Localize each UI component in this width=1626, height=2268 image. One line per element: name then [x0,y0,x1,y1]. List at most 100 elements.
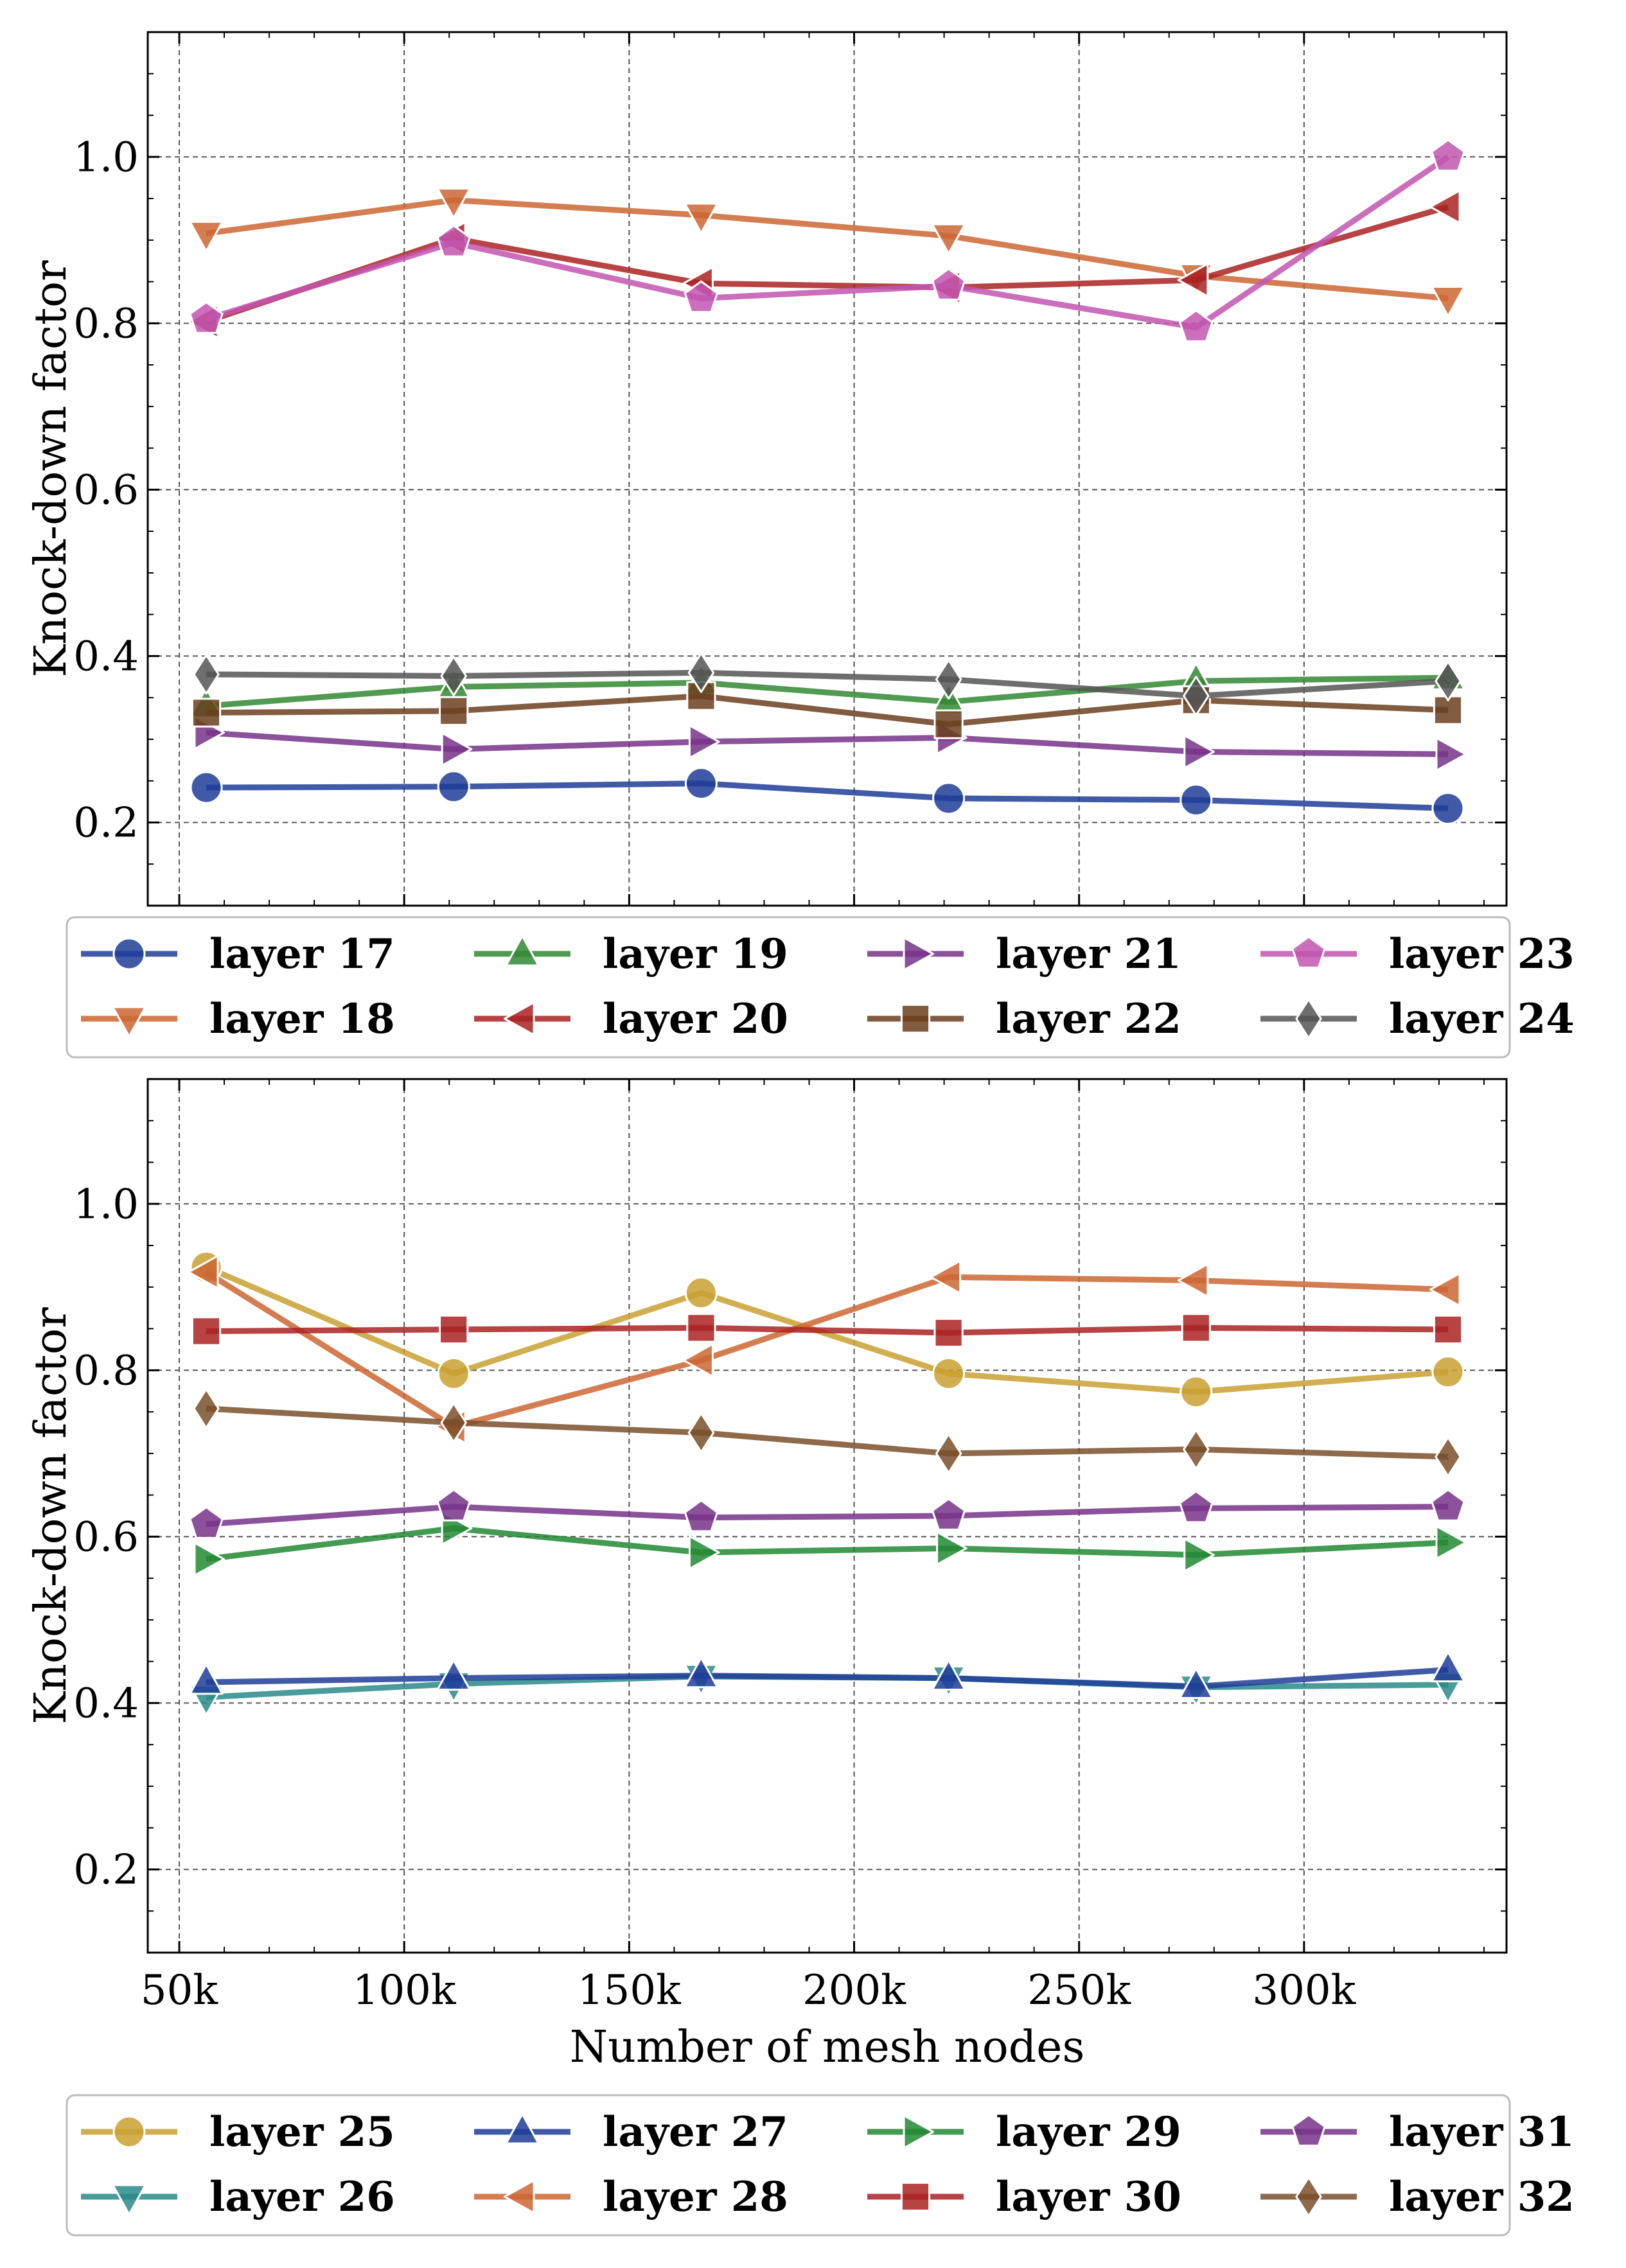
y-tick-label: 0.8 [73,300,139,347]
data-point [441,732,473,767]
data-point [1435,1436,1462,1477]
legend-entry: layer 25 [81,2108,395,2156]
data-point [189,220,224,252]
data-point [687,1412,715,1453]
data-point [935,659,962,700]
data-point [684,202,719,234]
x-tick-label: 250k [1027,1967,1131,2014]
data-point [682,1343,714,1378]
legend-label: layer 20 [603,995,788,1043]
data-point [1183,734,1215,769]
data-point [684,1657,719,1689]
series-layer-29 [193,1511,1467,1577]
legend-label: layer 32 [1389,2173,1575,2221]
data-point [1431,1488,1465,1522]
data-point [1177,263,1209,297]
legend-label: layer 30 [996,2173,1181,2221]
legend-marker [505,935,540,967]
x-tick-label: 50k [141,1967,218,2014]
series-line [206,669,1449,699]
legend-label: layer 17 [209,930,395,978]
data-point [1435,737,1467,771]
series-line [205,204,1449,324]
y-tick-label: 0.4 [73,1680,139,1727]
y-axis-label: Knock-down factor [26,1307,76,1725]
legend-marker [900,2181,931,2212]
series-line [206,780,1449,811]
legend-marker [112,937,146,971]
data-point [189,1506,224,1539]
legend-entry: layer 23 [1260,930,1575,978]
data-point [1435,1525,1467,1560]
data-point [936,1531,968,1566]
data-point [437,1357,470,1391]
data-point [439,696,469,726]
data-point [440,656,467,696]
x-tick-label: 300k [1252,1967,1356,2014]
data-point [930,1260,962,1294]
data-point [684,1499,718,1533]
series-layer-27 [189,1651,1465,1699]
data-point [931,223,966,255]
data-point [189,301,224,334]
legend-entry: layer 24 [1260,995,1575,1043]
data-point [1433,695,1463,725]
legend-entry: layer 18 [81,995,395,1043]
series-line [206,693,1449,728]
data-point [931,1659,966,1691]
legend-entry: layer 32 [1260,2173,1575,2221]
legend-marker [903,2114,935,2149]
legend-entry: layer 28 [474,2173,788,2221]
data-point [932,782,966,815]
legend-marker [1291,936,1326,969]
series-line [206,1504,1449,1527]
data-point [1431,791,1465,825]
series-line [205,154,1450,331]
y-tick-label: 0.8 [73,1347,139,1394]
series-layer-21 [193,715,1467,771]
legend-box [66,916,1511,1059]
data-point [933,1317,964,1348]
legend-label: layer 25 [209,2108,395,2156]
series-layer-17 [190,767,1465,825]
legend-entry: layer 27 [474,2108,788,2156]
data-point [1183,676,1210,717]
y-tick-label: 0.2 [73,799,139,847]
data-point [684,767,718,800]
data-point [1183,1428,1210,1470]
legend-entry: layer 17 [81,930,395,978]
series-line [206,674,1449,709]
x-tick-label: 100k [353,1967,457,2014]
data-point [1179,1490,1214,1524]
legend-entry: layer 30 [867,2173,1181,2221]
series-line [206,1324,1449,1336]
x-tick-label: 200k [802,1967,906,2014]
legend-entry: layer 21 [867,930,1181,978]
data-point [1429,189,1461,224]
data-point [1181,1313,1211,1343]
y-axis-label: Knock-down factor [26,260,76,678]
y-tick-label: 0.2 [73,1846,139,1894]
series-layer-31 [189,1488,1465,1539]
series-line [204,1269,1449,1430]
legend-marker [1295,2176,1322,2217]
data-point [1180,784,1213,817]
data-point [436,1659,471,1691]
series-line [206,1405,1449,1460]
data-point [1180,1375,1213,1409]
series-layer-23 [189,139,1465,342]
data-point [1183,1538,1215,1572]
data-point [191,1316,222,1346]
y-tick-label: 1.0 [73,1181,139,1228]
data-point [684,280,718,313]
y-tick-label: 0.6 [73,1513,139,1561]
series-layer-30 [191,1313,1463,1348]
series-line [206,730,1449,757]
x-axis-label: Number of mesh nodes [570,2022,1085,2073]
data-point [193,1388,220,1429]
series-layer-24 [193,652,1462,717]
legend-label: layer 31 [1389,2108,1575,2156]
data-point [686,1313,716,1343]
data-point [1431,139,1465,172]
